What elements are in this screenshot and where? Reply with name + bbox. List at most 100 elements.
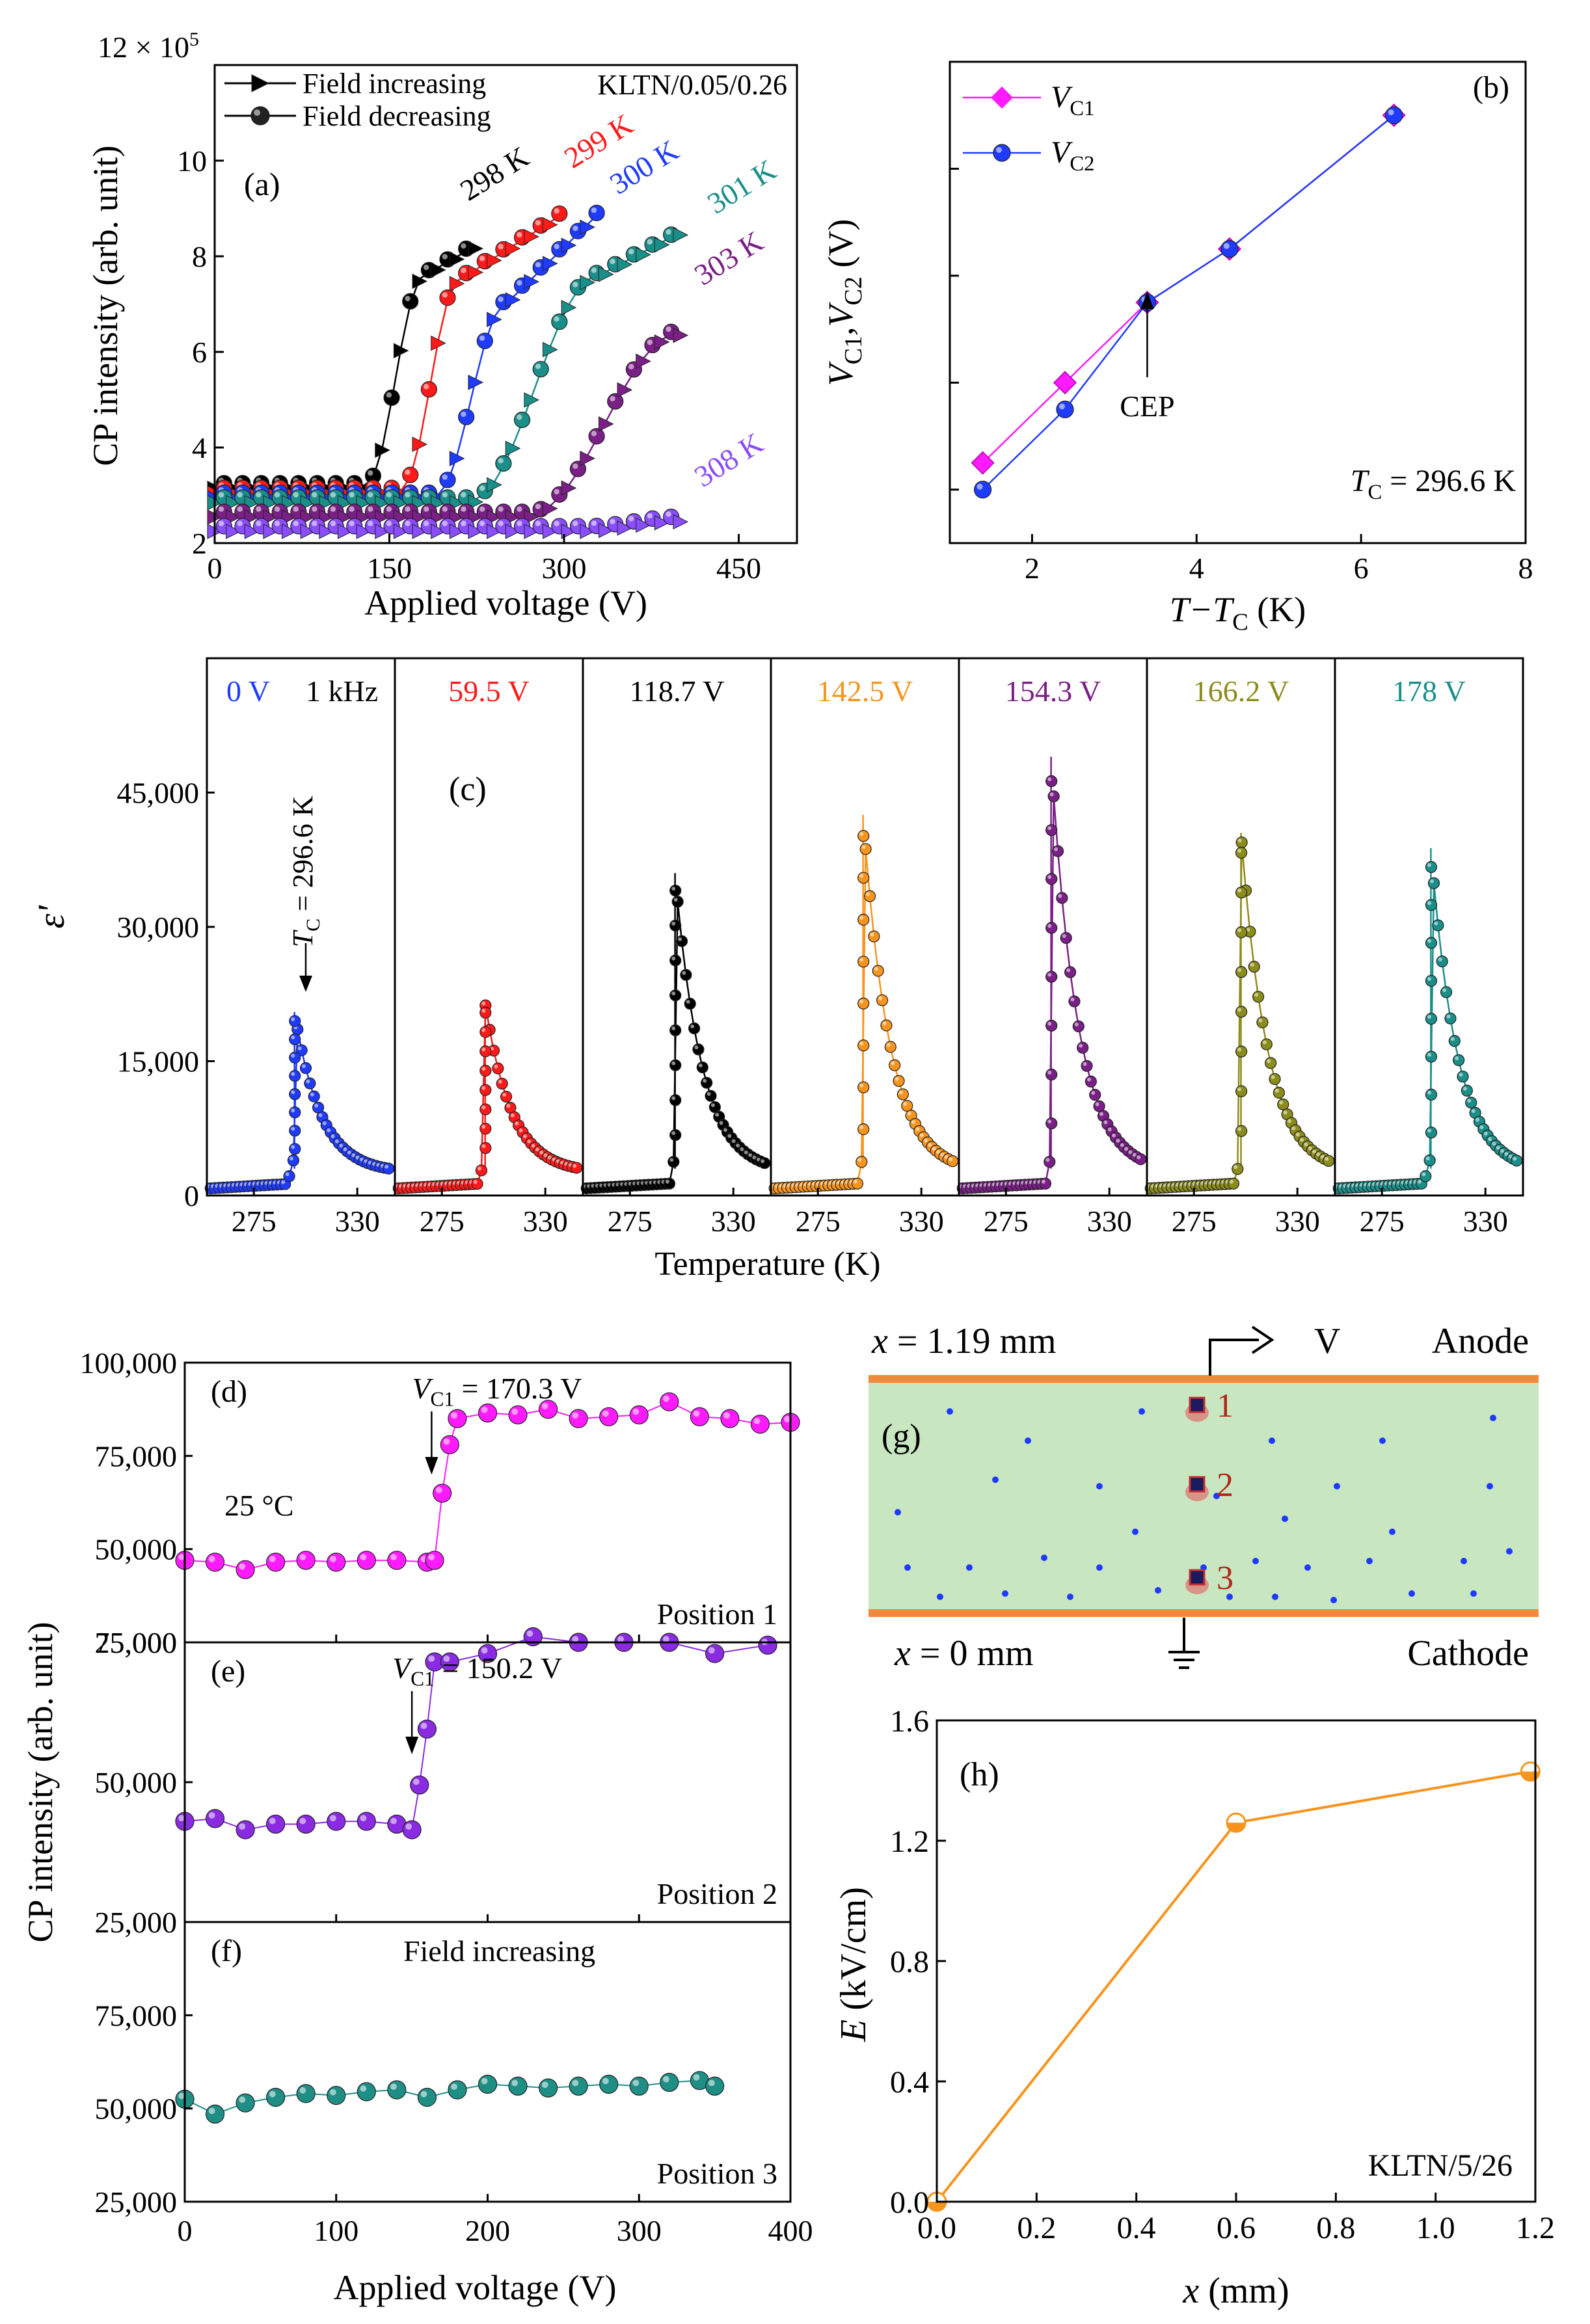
point-dec-shine (461, 520, 466, 526)
cp-point-shine (329, 2089, 336, 2096)
eps-point-shine (481, 1047, 486, 1052)
eps-point-shine (334, 1139, 339, 1143)
cp-point-shine (663, 1395, 669, 1402)
point-inc (244, 524, 260, 539)
panel-a-xlabel: Applied voltage (V) (364, 583, 647, 622)
point-inc (524, 392, 539, 408)
eps-point-shine (573, 1164, 577, 1168)
point-inc (524, 229, 539, 245)
eps-point-shine (1054, 847, 1058, 851)
eps-point-shine (898, 1090, 903, 1095)
panel-c-ylabel: ε' (30, 905, 72, 929)
eps-point-shine (1316, 1152, 1321, 1156)
eps-point (1045, 922, 1058, 934)
cp-point (448, 2080, 467, 2100)
cp-point (417, 1719, 437, 1739)
eps-point (889, 1059, 901, 1071)
sample-label: KLTN/0.05/0.26 (597, 69, 787, 101)
eps-point (1453, 1054, 1465, 1067)
eps-point-shine (1442, 988, 1447, 993)
eps-point (479, 1084, 492, 1096)
eps-point-shine (297, 1046, 302, 1050)
eps-point-shine (1483, 1131, 1488, 1136)
eps-point (1045, 1019, 1058, 1032)
eps-point-shine (690, 1024, 695, 1029)
eps-point-shine (736, 1143, 740, 1148)
ion-dot (1487, 1483, 1493, 1489)
cp-point (440, 1435, 459, 1454)
point-dec-shine (237, 506, 243, 512)
point-inc (580, 274, 595, 291)
y-tick-label: 50,000 (95, 1533, 178, 1566)
eps-point-shine (903, 1102, 908, 1106)
eps-point-shine (1471, 1109, 1475, 1113)
point-dec-shine (461, 492, 466, 498)
ion-dot (1461, 1558, 1467, 1564)
eps-point-shine (1237, 849, 1242, 853)
voltage-label: 142.5 V (817, 674, 913, 708)
point-dec (402, 466, 419, 483)
eps-point-shine (1434, 921, 1438, 926)
point-inc (319, 524, 334, 539)
eps-point (479, 1064, 492, 1077)
cp-point (599, 1407, 619, 1426)
point-dec-shine (573, 225, 578, 232)
eps-point-shine (351, 1153, 356, 1158)
ion-dot (1389, 1529, 1395, 1535)
eps-point-shine (481, 1008, 486, 1013)
cp-point (236, 1820, 255, 1839)
eps-point-shine (1279, 1101, 1284, 1104)
eps-point-shine (1427, 1129, 1431, 1133)
eps-point (1425, 1127, 1438, 1139)
eps-point (289, 1033, 301, 1046)
position-label: Position 3 (657, 2157, 777, 2190)
eps-point (669, 919, 682, 932)
panel-a-y-tick-label: 8 (192, 240, 207, 273)
temp-label: 298 K (454, 140, 534, 207)
subplot-c-2 (580, 873, 771, 1195)
eps-point-shine (665, 1179, 669, 1184)
eps-point-shine (1425, 1156, 1430, 1161)
temp-label: 301 K (701, 153, 781, 220)
eps-point-shine (1229, 1179, 1233, 1184)
point-dec-shine (442, 492, 448, 498)
cp-point (296, 2084, 316, 2104)
point-vc2 (1220, 240, 1239, 258)
eps-point (1277, 1098, 1289, 1111)
point-dec-shine (498, 506, 504, 512)
cp-point-shine (723, 1412, 730, 1419)
cp-point (629, 1405, 649, 1424)
point-dec-shine (535, 261, 541, 268)
point-inc (543, 501, 558, 516)
cp-point-shine (784, 1415, 790, 1422)
panel-h (926, 1761, 1541, 2212)
eps-point-shine (1295, 1132, 1300, 1137)
eps-point (1235, 926, 1248, 939)
cp-point (508, 1405, 528, 1424)
panel-c-x-tick-label: 275 (1172, 1205, 1217, 1238)
eps-point-shine (707, 1091, 711, 1096)
eps-point (496, 1077, 508, 1090)
cp-point-shine (443, 1438, 450, 1445)
cp-point (387, 1551, 407, 1570)
eps-point-shine (744, 1150, 748, 1155)
point-dec-shine (293, 520, 299, 526)
eps-point (669, 885, 682, 897)
eps-point-shine (694, 1045, 699, 1050)
panel-c-x-tick-label: 275 (232, 1205, 276, 1238)
eps-point-shine (1124, 1147, 1129, 1151)
eps-point (947, 1155, 959, 1168)
ion-dot (1282, 1516, 1288, 1522)
legend-marker-dec-shine (254, 109, 260, 116)
point-dec-shine (535, 220, 541, 226)
field-line (936, 1770, 1531, 2203)
eps-point-shine (1427, 901, 1431, 905)
eps-point-shine (861, 845, 866, 849)
cp-point (417, 2087, 437, 2107)
point-inc (654, 334, 670, 350)
point-inc (636, 517, 651, 533)
eps-point-shine (291, 1035, 295, 1039)
point-dec-shine (591, 267, 597, 273)
panel-h-xlabel: x (mm) (1182, 2271, 1289, 2311)
eps-point-shine (1427, 939, 1431, 943)
